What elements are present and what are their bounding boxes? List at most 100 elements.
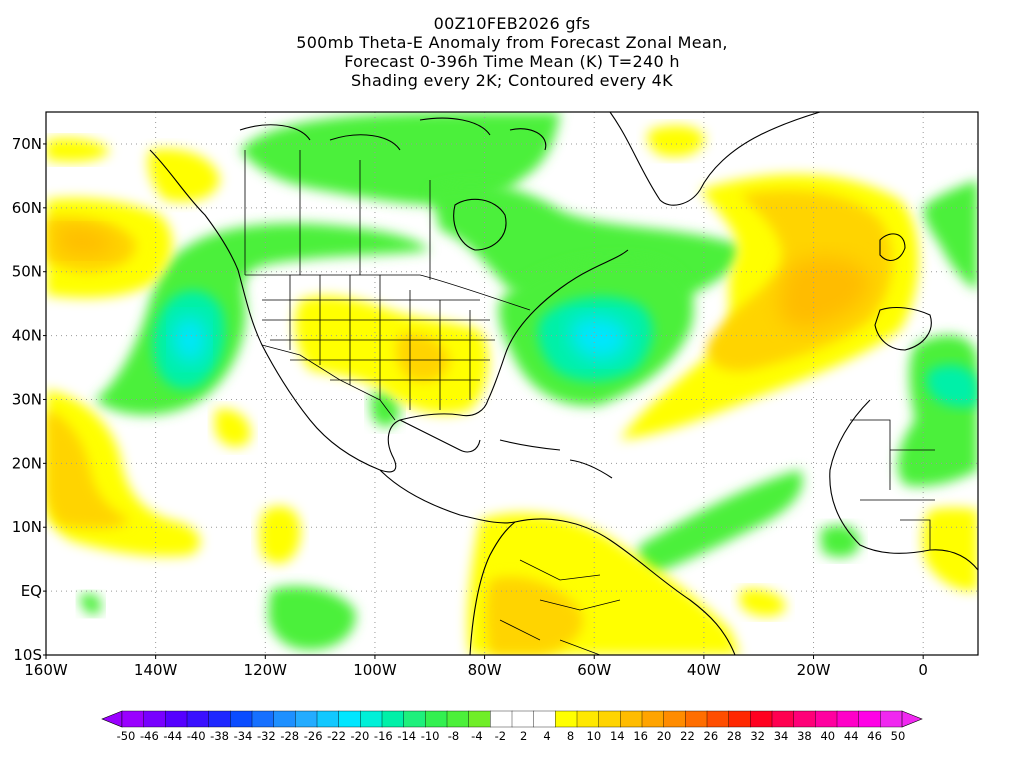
colorbar-swatch xyxy=(165,710,188,728)
colorbar-label: 8 xyxy=(567,729,574,743)
colorbar-label: 14 xyxy=(610,729,625,743)
florida-cold-anomaly xyxy=(370,391,400,427)
colorbar-label: 28 xyxy=(727,729,742,743)
colorbar-label: -38 xyxy=(210,729,229,743)
colorbar-label: -14 xyxy=(397,729,416,743)
us-canada-border xyxy=(245,274,531,311)
pacific-small-cold-anomaly xyxy=(80,593,102,615)
arctic-canada-cold-anomaly xyxy=(240,112,560,205)
plot-border xyxy=(45,111,979,656)
central-pacific-warm-patch xyxy=(259,506,301,564)
colorbar-label: 2 xyxy=(520,729,527,743)
colorbar-label: -28 xyxy=(280,729,299,743)
us-state-lines xyxy=(262,275,495,410)
africa-borders xyxy=(850,419,935,550)
lon-tick-label: 60W xyxy=(577,661,611,679)
latitude-labels: 70N 60N 50N 40N 30N 20N 10N EQ 10S xyxy=(12,135,46,664)
colorbar-swatch xyxy=(576,710,600,728)
colorbar-swatch xyxy=(121,710,145,728)
colorbar-swatch xyxy=(360,710,383,728)
arctic-east-warm-patch xyxy=(647,125,705,157)
colorbar-label: -20 xyxy=(351,729,370,743)
colorbar-swatch xyxy=(316,710,340,728)
alaska-warm-inner xyxy=(55,226,115,256)
colorbar-swatch xyxy=(598,710,621,728)
lon-tick-label: 20W xyxy=(797,661,831,679)
title-variable: 500mb Theta-E Anomaly from Forecast Zona… xyxy=(296,33,728,52)
lat-tick-label: 50N xyxy=(12,263,42,281)
lon-tick-label: 0 xyxy=(918,661,928,679)
colorbar-swatch xyxy=(208,710,231,728)
lon-tick-label: 160W xyxy=(24,661,68,679)
colorbar-label: -46 xyxy=(140,729,159,743)
south-america-borders xyxy=(499,559,621,655)
political-boundaries xyxy=(244,150,935,655)
caribbean-islands xyxy=(499,439,613,479)
colorbar-label: 32 xyxy=(750,729,765,743)
colorbar-swatch xyxy=(425,710,448,728)
title-model-run: 00Z10FEB2026 gfs xyxy=(433,14,591,33)
gulf-coast xyxy=(399,419,481,453)
colorbar: -50 -46 -44 -40 -38 -34 -32 -28 -26 -22 -20 -16 -14-… xyxy=(101,710,923,743)
lat-tick-label: 70N xyxy=(12,135,42,153)
mexico-warm-patch xyxy=(215,409,251,447)
canada-province-lines xyxy=(244,150,431,280)
colorbar-label: -4 xyxy=(471,729,482,743)
central-america-coast xyxy=(379,469,516,524)
colorbar-max-arrow xyxy=(901,710,923,728)
colorbar-swatch xyxy=(446,710,470,728)
east-pacific-subtropical-core xyxy=(46,410,130,529)
lat-tick-label: 10S xyxy=(13,646,42,664)
west-africa-warm-patch xyxy=(922,507,978,591)
colorbar-swatch xyxy=(750,710,773,728)
south-america-coast xyxy=(469,518,736,655)
lat-tick-label: EQ xyxy=(21,582,42,600)
colorbar-label: 26 xyxy=(704,729,719,743)
colorbar-label: 38 xyxy=(797,729,812,743)
lon-tick-label: 40W xyxy=(687,661,721,679)
colorbar-label: 10 xyxy=(587,729,602,743)
tropical-atlantic-cold-anomaly xyxy=(638,470,803,575)
equatorial-pacific-cold-anomaly xyxy=(268,586,356,650)
coastlines xyxy=(149,112,978,655)
colorbar-swatch xyxy=(815,710,838,728)
colorbar-swatch xyxy=(338,710,361,728)
colorbar-label: -10 xyxy=(421,729,440,743)
colorbar-swatch xyxy=(641,710,665,728)
colorbar-label: 44 xyxy=(844,729,859,743)
colorbar-label: 50 xyxy=(891,729,906,743)
colorbar-label: 34 xyxy=(774,729,789,743)
south-atlantic-warm-patch xyxy=(740,588,786,617)
colorbar-swatch xyxy=(858,710,881,728)
longitude-labels: 160W 140W 120W 100W 80W 60W 40W 20W 0 xyxy=(24,655,928,679)
colorbar-swatch xyxy=(555,710,578,728)
colorbar-swatch xyxy=(468,710,491,728)
colorbar-label: -40 xyxy=(187,729,206,743)
colorbar-swatch xyxy=(381,710,405,728)
graticule xyxy=(46,112,978,655)
lon-tick-label: 120W xyxy=(244,661,288,679)
colorbar-swatch xyxy=(771,710,795,728)
colorbar-label: -44 xyxy=(163,729,182,743)
title-shading-note: Shading every 2K; Contoured every 4K xyxy=(351,71,673,90)
colorbar-swatch xyxy=(620,710,643,728)
lat-tick-label: 60N xyxy=(12,199,42,217)
colorbar-label: -16 xyxy=(374,729,393,743)
atlantic-cold-core-inner xyxy=(570,316,629,360)
colorbar-label: -8 xyxy=(448,729,459,743)
colorbar-swatch xyxy=(880,710,903,728)
yukon-warm-anomaly xyxy=(148,148,220,202)
arctic-islands xyxy=(239,117,547,151)
colorbar-label: -32 xyxy=(257,729,276,743)
colorbar-swatch xyxy=(728,710,751,728)
europe-cold-anomaly xyxy=(923,180,978,290)
africa-coast xyxy=(829,399,978,571)
colorbar-min-arrow xyxy=(101,710,123,728)
title-forecast-window: Forecast 0-396h Time Mean (K) T=240 h xyxy=(344,52,680,71)
colorbar-label: 16 xyxy=(633,729,648,743)
greenland-coast xyxy=(609,112,821,206)
lon-tick-label: 80W xyxy=(468,661,502,679)
colorbar-label: -22 xyxy=(327,729,346,743)
colorbar-label: -50 xyxy=(117,729,136,743)
colorbar-swatch xyxy=(685,710,708,728)
